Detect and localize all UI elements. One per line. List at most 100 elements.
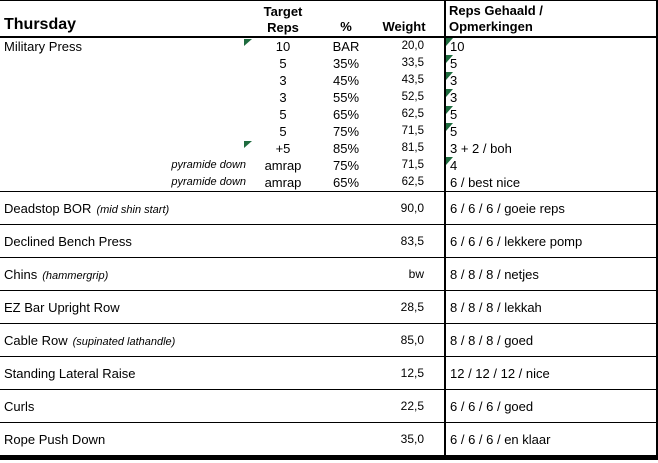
reps-gehaald-header-line2: Opmerkingen [449,19,533,34]
target-reps-cell[interactable] [250,357,316,389]
header-row: Thursday Target Reps % Weight Reps Gehaa… [0,1,658,38]
reps-gehaald-value: 3 [450,90,458,105]
target-reps-cell[interactable]: 3 [250,89,316,106]
percent-value: BAR [332,39,360,54]
weight-cell[interactable]: 83,5 [376,225,444,257]
reps-gehaald-cell[interactable]: 6 / 6 / 6 / en klaar [444,423,658,455]
percent-cell[interactable]: 45% [316,72,376,89]
reps-gehaald-cell[interactable]: 5 [444,55,658,72]
reps-gehaald-cell[interactable]: 5 [444,106,658,123]
target-reps-cell[interactable] [250,192,316,224]
weight-cell[interactable]: 90,0 [376,192,444,224]
percent-cell[interactable] [316,225,376,257]
percent-cell[interactable]: 35% [316,55,376,72]
reps-gehaald-cell[interactable]: 6 / best nice [444,174,658,191]
reps-gehaald-cell[interactable]: 5 [444,123,658,140]
target-reps-cell[interactable] [250,258,316,290]
exercise-name-cell[interactable] [0,72,250,89]
target-reps-cell[interactable]: 5 [250,106,316,123]
percent-cell[interactable] [316,324,376,356]
reps-gehaald-cell[interactable]: 3 + 2 / boh [444,140,658,157]
target-reps-cell[interactable] [250,291,316,323]
target-reps-cell[interactable] [250,225,316,257]
reps-gehaald-cell[interactable]: 6 / 6 / 6 / lekkere pomp [444,225,658,257]
percent-cell[interactable]: 75% [316,123,376,140]
comment-indicator-icon [446,38,453,46]
target-reps-cell[interactable]: amrap [250,174,316,191]
reps-gehaald-cell[interactable]: 12 / 12 / 12 / nice [444,357,658,389]
percent-cell[interactable] [316,192,376,224]
reps-gehaald-cell[interactable]: 3 [444,89,658,106]
weight-cell[interactable]: 22,5 [376,390,444,422]
reps-gehaald-cell[interactable]: 3 [444,72,658,89]
weight-value: bw [408,267,424,281]
weight-cell[interactable]: 62,5 [376,106,444,123]
target-reps-cell[interactable]: +5 [244,140,316,157]
exercise-name-cell[interactable]: Curls [0,399,250,414]
exercise-name-cell[interactable] [0,55,250,72]
exercise-name-cell[interactable]: EZ Bar Upright Row [0,300,250,315]
target-reps-cell[interactable]: 5 [250,123,316,140]
target-reps-cell[interactable] [250,324,316,356]
target-reps-cell[interactable]: amrap [250,157,316,174]
reps-gehaald-cell[interactable]: 4 [444,157,658,174]
day-header-cell[interactable]: Thursday [0,1,250,36]
exercise-name-cell[interactable] [0,140,250,157]
weight-cell[interactable]: 43,5 [376,72,444,89]
reps-gehaald-cell[interactable]: 10 [444,38,658,55]
reps-gehaald-cell[interactable]: 8 / 8 / 8 / lekkah [444,291,658,323]
weight-cell[interactable]: bw [376,258,444,290]
exercise-name-cell[interactable] [0,123,250,140]
percent-cell[interactable]: 65% [316,174,376,191]
target-reps-cell[interactable] [250,390,316,422]
exercise-name-cell[interactable]: pyramide down [0,157,250,174]
percent-cell[interactable]: 65% [316,106,376,123]
reps-gehaald-cell[interactable]: 6 / 6 / 6 / goed [444,390,658,422]
target-reps-cell[interactable] [250,423,316,455]
percent-cell[interactable]: 75% [316,157,376,174]
weight-cell[interactable]: 81,5 [376,140,444,157]
exercise-name-cell[interactable]: Standing Lateral Raise [0,366,250,381]
reps-gehaald-cell[interactable]: 8 / 8 / 8 / goed [444,324,658,356]
exercise-name-cell[interactable] [0,106,250,123]
percent-header-cell[interactable]: % [316,1,376,36]
reps-gehaald-cell[interactable]: 8 / 8 / 8 / netjes [444,258,658,290]
weight-cell[interactable]: 71,5 [376,157,444,174]
weight-value: 20,0 [401,40,424,52]
exercise-name-label: Curls [4,398,35,414]
exercise-name-cell[interactable]: pyramide down [0,174,250,191]
exercise-name-cell[interactable] [0,89,250,106]
percent-cell[interactable] [316,423,376,455]
weight-cell[interactable]: 52,5 [376,89,444,106]
reps-gehaald-cell[interactable]: 6 / 6 / 6 / goeie reps [444,192,658,224]
weight-header-cell[interactable]: Weight [376,1,444,36]
weight-cell[interactable]: 71,5 [376,123,444,140]
weight-cell[interactable]: 62,5 [376,174,444,191]
target-reps-cell[interactable]: 10 [244,38,316,55]
reps-gehaald-header-line1: Reps Gehaald / [449,3,543,18]
percent-cell[interactable] [316,390,376,422]
weight-cell[interactable]: 85,0 [376,324,444,356]
weight-cell[interactable]: 33,5 [376,55,444,72]
weight-cell[interactable]: 35,0 [376,423,444,455]
exercise-name-cell[interactable]: Military Press [0,38,250,55]
exercise-name-cell[interactable]: Deadstop BOR (mid shin start) [0,201,250,216]
reps-gehaald-header-cell[interactable]: Reps Gehaald / Opmerkingen [444,1,658,36]
weight-cell[interactable]: 12,5 [376,357,444,389]
target-reps-header-cell[interactable]: Target Reps [250,1,316,36]
percent-cell[interactable]: BAR [316,38,376,55]
target-reps-cell[interactable]: 3 [250,72,316,89]
weight-cell[interactable]: 28,5 [376,291,444,323]
percent-cell[interactable]: 55% [316,89,376,106]
exercise-name-cell[interactable]: Chins (hammergrip) [0,267,250,282]
exercise-name-cell[interactable]: Cable Row (supinated lathandle) [0,333,250,348]
percent-cell[interactable] [316,357,376,389]
percent-cell[interactable]: 85% [316,140,376,157]
exercise-name-cell[interactable]: Declined Bench Press [0,234,250,249]
reps-gehaald-value: 6 / 6 / 6 / goed [450,398,534,414]
target-reps-cell[interactable]: 5 [250,55,316,72]
percent-cell[interactable] [316,291,376,323]
weight-cell[interactable]: 20,0 [376,38,444,55]
exercise-name-cell[interactable]: Rope Push Down [0,432,250,447]
percent-cell[interactable] [316,258,376,290]
